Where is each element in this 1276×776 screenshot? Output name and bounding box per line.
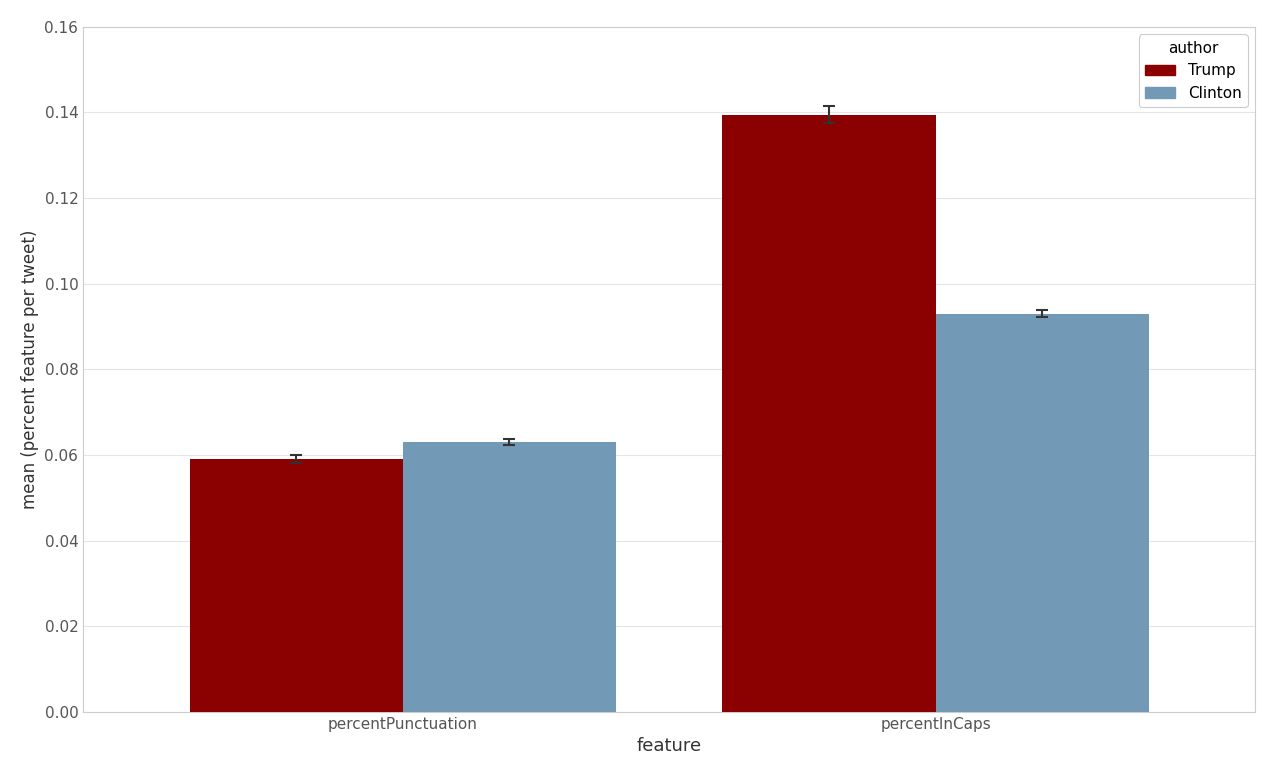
Legend: Trump, Clinton: Trump, Clinton — [1138, 34, 1248, 107]
Bar — [190, 459, 403, 712]
Bar — [935, 314, 1148, 712]
Bar — [722, 115, 935, 712]
X-axis label: feature: feature — [637, 737, 702, 755]
Y-axis label: mean (percent feature per tweet): mean (percent feature per tweet) — [20, 230, 38, 509]
Bar — [403, 442, 616, 712]
